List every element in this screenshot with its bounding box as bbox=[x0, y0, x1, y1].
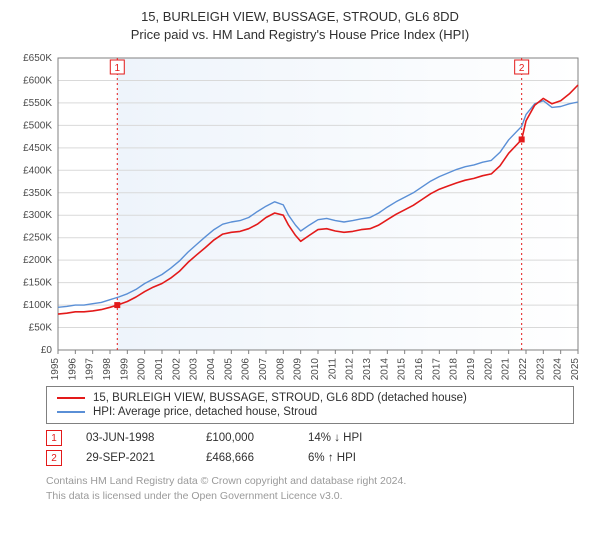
legend-label: 15, BURLEIGH VIEW, BUSSAGE, STROUD, GL6 … bbox=[93, 392, 467, 404]
svg-text:2015: 2015 bbox=[397, 358, 408, 380]
legend-label: HPI: Average price, detached house, Stro… bbox=[93, 406, 317, 418]
svg-text:2012: 2012 bbox=[345, 358, 356, 380]
svg-text:1999: 1999 bbox=[119, 358, 130, 380]
svg-text:£550K: £550K bbox=[23, 98, 52, 109]
attribution-line: This data is licensed under the Open Gov… bbox=[46, 489, 574, 503]
legend-item: 15, BURLEIGH VIEW, BUSSAGE, STROUD, GL6 … bbox=[57, 391, 563, 405]
attribution: Contains HM Land Registry data © Crown c… bbox=[46, 474, 574, 502]
svg-text:2003: 2003 bbox=[189, 358, 200, 380]
line-chart-svg: £0 £50K £100K £150K £200K £250K £300K £350K £400… bbox=[10, 50, 590, 380]
svg-text:2020: 2020 bbox=[483, 358, 494, 380]
marker-date: 29-SEP-2021 bbox=[86, 452, 182, 464]
svg-text:2011: 2011 bbox=[327, 358, 338, 380]
marker-badge: 1 bbox=[46, 430, 62, 446]
svg-text:£300K: £300K bbox=[23, 211, 52, 222]
svg-text:1995: 1995 bbox=[50, 358, 61, 380]
svg-text:£200K: £200K bbox=[23, 256, 52, 267]
marker-pct: 6% ↑ HPI bbox=[308, 452, 408, 464]
svg-text:£100K: £100K bbox=[23, 300, 52, 311]
svg-text:£350K: £350K bbox=[23, 188, 52, 199]
svg-text:2009: 2009 bbox=[293, 358, 304, 380]
svg-text:2010: 2010 bbox=[310, 358, 321, 380]
marker-price: £468,666 bbox=[206, 452, 284, 464]
svg-text:2014: 2014 bbox=[379, 358, 390, 380]
svg-text:2002: 2002 bbox=[171, 358, 182, 380]
svg-text:£400K: £400K bbox=[23, 166, 52, 177]
svg-text:1: 1 bbox=[114, 63, 120, 74]
svg-text:£0: £0 bbox=[41, 345, 53, 356]
marker-date: 03-JUN-1998 bbox=[86, 432, 182, 444]
svg-text:2: 2 bbox=[519, 63, 525, 74]
legend-swatch bbox=[57, 411, 85, 413]
svg-text:2001: 2001 bbox=[154, 358, 165, 380]
svg-text:1997: 1997 bbox=[85, 358, 96, 380]
svg-text:2013: 2013 bbox=[362, 358, 373, 380]
chart-title: 15, BURLEIGH VIEW, BUSSAGE, STROUD, GL6 … bbox=[10, 8, 590, 44]
svg-text:2019: 2019 bbox=[466, 358, 477, 380]
svg-text:1996: 1996 bbox=[67, 358, 78, 380]
svg-text:2021: 2021 bbox=[501, 358, 512, 380]
marker-pct: 14% ↓ HPI bbox=[308, 432, 408, 444]
svg-text:2006: 2006 bbox=[241, 358, 252, 380]
svg-text:£450K: £450K bbox=[23, 143, 52, 154]
marker-badge: 2 bbox=[46, 450, 62, 466]
legend-swatch bbox=[57, 397, 85, 399]
title-line-2: Price paid vs. HM Land Registry's House … bbox=[10, 26, 590, 44]
svg-text:2025: 2025 bbox=[570, 358, 581, 380]
svg-text:2004: 2004 bbox=[206, 358, 217, 380]
svg-text:2007: 2007 bbox=[258, 358, 269, 380]
svg-text:2000: 2000 bbox=[137, 358, 148, 380]
marker-price: £100,000 bbox=[206, 432, 284, 444]
chart-plot: £0 £50K £100K £150K £200K £250K £300K £350K £400… bbox=[10, 50, 590, 380]
svg-text:2018: 2018 bbox=[449, 358, 460, 380]
svg-text:1998: 1998 bbox=[102, 358, 113, 380]
svg-text:2008: 2008 bbox=[275, 358, 286, 380]
legend-item: HPI: Average price, detached house, Stro… bbox=[57, 405, 563, 419]
attribution-line: Contains HM Land Registry data © Crown c… bbox=[46, 474, 574, 488]
legend: 15, BURLEIGH VIEW, BUSSAGE, STROUD, GL6 … bbox=[46, 386, 574, 424]
marker-row: 2 29-SEP-2021 £468,666 6% ↑ HPI bbox=[46, 448, 574, 468]
svg-text:£150K: £150K bbox=[23, 278, 52, 289]
svg-text:£500K: £500K bbox=[23, 121, 52, 132]
svg-text:2024: 2024 bbox=[553, 358, 564, 380]
svg-text:2023: 2023 bbox=[535, 358, 546, 380]
svg-text:2005: 2005 bbox=[223, 358, 234, 380]
svg-text:2017: 2017 bbox=[431, 358, 442, 380]
svg-text:£50K: £50K bbox=[29, 323, 53, 334]
chart-container: 15, BURLEIGH VIEW, BUSSAGE, STROUD, GL6 … bbox=[0, 0, 600, 509]
svg-text:2022: 2022 bbox=[518, 358, 529, 380]
marker-row: 1 03-JUN-1998 £100,000 14% ↓ HPI bbox=[46, 428, 574, 448]
title-line-1: 15, BURLEIGH VIEW, BUSSAGE, STROUD, GL6 … bbox=[10, 8, 590, 26]
svg-text:£250K: £250K bbox=[23, 233, 52, 244]
svg-text:£600K: £600K bbox=[23, 76, 52, 87]
marker-table: 1 03-JUN-1998 £100,000 14% ↓ HPI 2 29-SE… bbox=[46, 428, 574, 468]
svg-text:£650K: £650K bbox=[23, 53, 52, 64]
svg-text:2016: 2016 bbox=[414, 358, 425, 380]
